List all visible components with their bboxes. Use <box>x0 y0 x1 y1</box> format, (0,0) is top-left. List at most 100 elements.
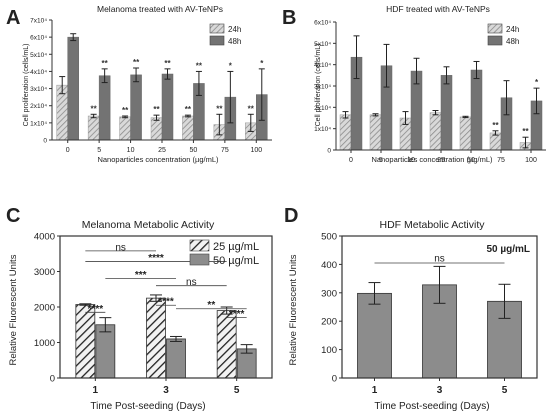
significance-star: ** <box>522 127 529 136</box>
y-tick-label: 6x10⁴ <box>314 20 331 27</box>
y-axis-label: Cell proliferation (cells/mL) <box>315 44 322 127</box>
significance-star: * <box>260 59 264 68</box>
x-tick-label: 0 <box>349 157 353 164</box>
legend-swatch <box>189 239 210 252</box>
chart-title: HDF treated with AV-TeNPs <box>386 4 490 14</box>
x-tick-label: 5 <box>379 157 383 164</box>
legend-label: 24h <box>506 25 519 34</box>
bar <box>429 112 442 151</box>
bracket-label: ns <box>186 277 197 288</box>
y-tick-label: 2x10⁴ <box>314 105 331 112</box>
x-ticks: 1 3 5 <box>372 378 508 396</box>
y-tick-label: 200 <box>321 317 337 328</box>
bracket-label: **** <box>229 309 245 320</box>
legend-label: 48h <box>506 37 519 46</box>
bracket-label: ** <box>207 300 215 311</box>
x-tick-label: 3 <box>163 385 169 396</box>
x-ticks: 0 5 10 25 50 75 100 <box>66 140 262 154</box>
x-axis-label: Time Post-seeding (Days) <box>374 401 489 412</box>
bar <box>216 310 237 379</box>
significance-star: ** <box>196 61 203 70</box>
legend-swatch <box>487 35 503 46</box>
panel-a-melanoma-proliferation: A Melanoma treated with AV-TeNPs Nanopar… <box>6 4 272 164</box>
x-tick-label: 50 <box>467 157 475 164</box>
bar <box>470 69 483 151</box>
bar <box>87 115 100 141</box>
panel-label: D <box>284 205 298 227</box>
bar <box>369 114 382 151</box>
x-axis-label: Time Post-seeding (Days) <box>90 401 205 412</box>
legend-label: 25 µg/mL <box>213 241 259 253</box>
y-tick-label: 300 <box>321 288 337 299</box>
legend-label: 24h <box>228 25 241 34</box>
y-tick-label: 0 <box>43 138 47 145</box>
x-axis-label: Nanoparticles concentration (µg/mL) <box>371 155 493 164</box>
bracket-label: **** <box>158 297 174 308</box>
bar <box>150 117 163 141</box>
y-tick-label: 1x10⁴ <box>30 120 47 127</box>
bar <box>95 324 116 379</box>
y-tick-label: 100 <box>321 345 337 356</box>
x-tick-label: 10 <box>127 147 135 154</box>
y-tick-label: 5x10⁴ <box>30 52 47 59</box>
y-tick-label: 6x10⁴ <box>30 35 47 42</box>
bar <box>166 338 186 379</box>
y-ticks: 0 100 200 300 400 500 <box>321 232 342 385</box>
x-tick-label: 5 <box>97 147 101 154</box>
bars <box>357 265 522 379</box>
y-tick-label: 1000 <box>34 338 55 349</box>
x-tick-label: 5 <box>502 385 508 396</box>
y-tick-label: 4000 <box>34 232 55 243</box>
legend-swatch <box>487 23 503 34</box>
bars: ** ** ** ** ** **** ** ** ** * * <box>56 33 268 141</box>
panel-label: B <box>282 7 296 29</box>
bracket-label: **** <box>88 304 104 315</box>
bracket-label: **** <box>148 253 164 264</box>
x-tick-label: 3 <box>437 385 443 396</box>
x-ticks: 1 3 5 <box>93 378 240 396</box>
plot-frame <box>59 235 273 379</box>
significance-star: ** <box>133 58 140 67</box>
y-tick-label: 3x10⁴ <box>314 84 331 91</box>
significance-brackets: ns <box>374 254 505 265</box>
y-tick-label: 3x10⁴ <box>30 86 47 93</box>
bar <box>339 114 352 151</box>
legend-swatch <box>209 23 225 34</box>
bar <box>98 75 111 141</box>
significance-star: ** <box>248 104 255 113</box>
y-tick-label: 0 <box>332 374 337 385</box>
panel-b-hdf-proliferation: B HDF treated with AV-TeNPs Nanoparticle… <box>282 4 546 164</box>
x-tick-label: 50 <box>190 147 198 154</box>
x-axis-label: Nanoparticles concentration (µg/mL) <box>97 155 219 164</box>
bracket-label: *** <box>135 270 147 281</box>
bar <box>182 115 194 141</box>
panel-label: C <box>6 205 20 227</box>
y-ticks: 0 1x10⁴ 2x10⁴ 3x10⁴ 4x10⁴ 5x10⁴ 6x10⁴ <box>314 20 336 155</box>
y-tick-label: 500 <box>321 232 337 243</box>
bracket-label: ns <box>434 254 445 265</box>
bar <box>459 116 472 151</box>
significance-star: * <box>229 61 233 70</box>
x-tick-label: 1 <box>372 385 378 396</box>
significance-star: ** <box>164 59 171 68</box>
y-tick-label: 1x10⁴ <box>314 126 331 133</box>
x-tick-label: 100 <box>250 147 262 154</box>
panel-label: A <box>6 7 20 29</box>
y-tick-label: 0 <box>327 148 331 155</box>
y-tick-label: 5x10⁴ <box>314 41 331 48</box>
significance-star: ** <box>102 59 109 68</box>
bracket-label: ns <box>115 242 126 253</box>
x-tick-label: 25 <box>158 147 166 154</box>
y-axis-label: Relative Fluorescent Units <box>288 254 299 365</box>
bars <box>75 294 257 379</box>
chart-title: Melanoma treated with AV-TeNPs <box>97 4 223 14</box>
legend-label: 48h <box>228 37 241 46</box>
y-axis-label: Cell proliferation (cells/mL) <box>23 44 30 127</box>
y-tick-label: 3000 <box>34 267 55 278</box>
legend-swatch <box>209 35 225 46</box>
bar <box>161 73 174 141</box>
x-tick-label: 0 <box>66 147 70 154</box>
significance-star: ** <box>122 106 129 115</box>
